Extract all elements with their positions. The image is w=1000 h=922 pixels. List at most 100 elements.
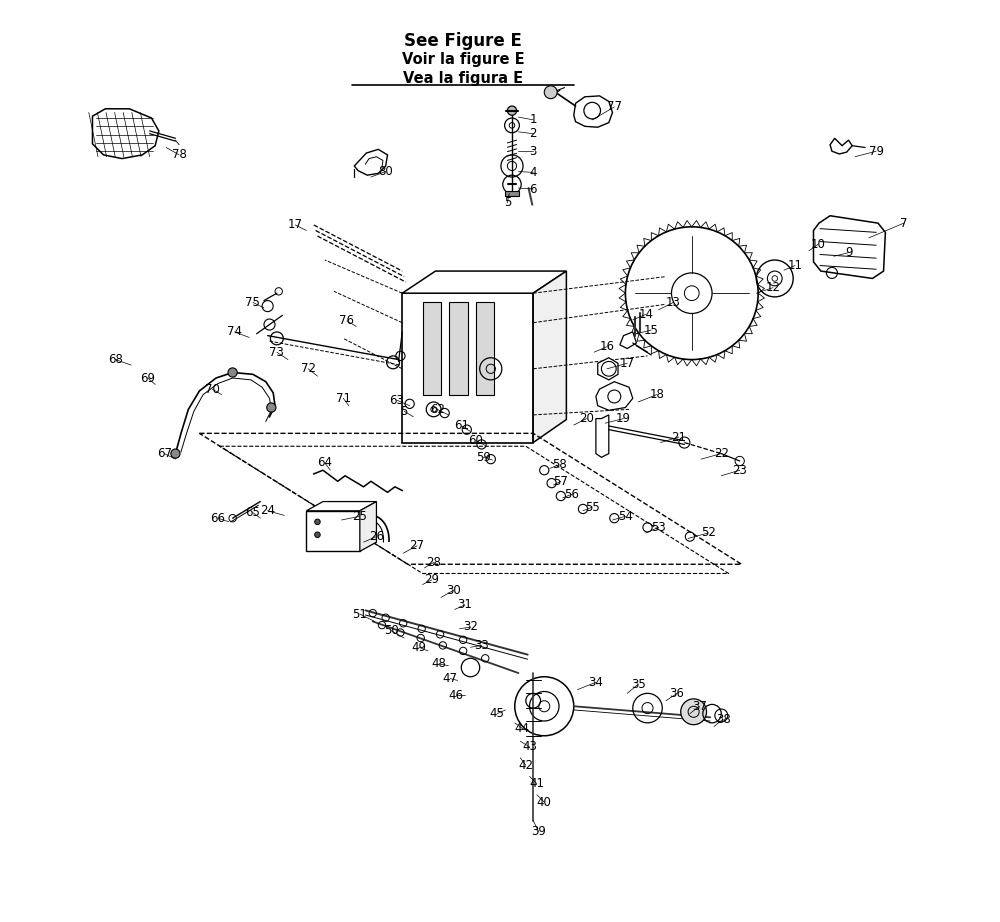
Text: 4: 4 [529,166,537,179]
Text: 54: 54 [618,510,633,523]
Text: 55: 55 [585,501,600,514]
Text: 10: 10 [811,238,826,251]
Text: 66: 66 [210,512,225,525]
Text: 38: 38 [716,713,730,726]
Text: 58: 58 [552,458,566,471]
Text: 67: 67 [157,447,172,460]
Text: 41: 41 [529,777,544,790]
Text: 22: 22 [714,447,729,460]
Polygon shape [306,502,376,511]
Text: 31: 31 [458,598,472,611]
Text: 9: 9 [845,246,852,259]
Polygon shape [533,271,566,443]
Text: 75: 75 [245,296,260,309]
Text: 30: 30 [447,584,461,597]
Circle shape [507,106,517,115]
Polygon shape [354,149,388,175]
Text: 73: 73 [269,346,284,359]
Text: 44: 44 [515,722,530,735]
Circle shape [228,368,237,377]
Circle shape [171,449,180,458]
Text: 14: 14 [638,308,653,321]
Text: 21: 21 [671,431,686,443]
Text: 60: 60 [469,434,483,447]
Text: 74: 74 [227,325,242,338]
Circle shape [681,699,707,725]
Polygon shape [596,382,633,410]
Text: 61: 61 [454,420,469,432]
Text: 16: 16 [599,340,614,353]
Text: 46: 46 [448,689,463,702]
Circle shape [544,86,557,99]
Polygon shape [598,358,618,380]
Text: 35: 35 [631,678,646,691]
Text: 17: 17 [288,219,303,231]
Polygon shape [360,502,376,551]
Polygon shape [476,302,494,395]
Text: 23: 23 [732,464,747,477]
Text: 1: 1 [529,113,537,126]
Text: 52: 52 [701,526,716,539]
Text: 70: 70 [205,383,220,396]
Text: 53: 53 [651,521,666,534]
Polygon shape [402,293,533,443]
Text: 48: 48 [432,657,447,670]
Text: 13: 13 [666,296,681,309]
Text: 36: 36 [670,687,684,700]
Text: 18: 18 [649,388,664,401]
Text: 59: 59 [476,451,491,464]
Text: 56: 56 [564,488,579,501]
Text: 7: 7 [900,217,908,230]
Text: 15: 15 [644,324,659,337]
Text: 6: 6 [529,183,537,195]
Text: 43: 43 [522,740,537,753]
Text: 77: 77 [607,100,622,113]
Text: 33: 33 [474,639,489,652]
Text: 78: 78 [172,148,187,161]
Text: 40: 40 [537,796,552,809]
Polygon shape [574,96,612,127]
Polygon shape [620,332,636,349]
Text: 29: 29 [424,573,439,586]
Polygon shape [423,302,441,395]
Text: 28: 28 [426,556,441,569]
Text: Vea la figura E: Vea la figura E [403,71,523,86]
Circle shape [315,532,320,538]
Text: 47: 47 [443,672,458,685]
Text: 50: 50 [384,624,399,637]
Text: 32: 32 [463,621,478,633]
Text: 2: 2 [529,127,537,140]
Text: 26: 26 [369,530,384,543]
Text: 71: 71 [336,392,351,405]
Text: See Figure E: See Figure E [404,32,522,51]
Text: 27: 27 [410,539,425,552]
Text: 76: 76 [339,314,354,327]
Text: 57: 57 [553,475,568,488]
Text: 62: 62 [430,403,445,416]
Text: Voir la figure E: Voir la figure E [402,53,524,67]
Text: 69: 69 [140,372,155,384]
Text: 72: 72 [301,362,316,375]
Text: 34: 34 [588,676,603,689]
Text: 65: 65 [245,506,260,519]
Text: 11: 11 [788,259,803,272]
Text: 79: 79 [869,145,884,158]
Polygon shape [449,302,468,395]
Polygon shape [830,138,852,154]
Polygon shape [813,216,885,278]
Text: 64: 64 [317,456,332,469]
Text: 42: 42 [518,759,533,772]
Text: 20: 20 [579,412,594,425]
Text: 37: 37 [692,700,707,713]
Text: 17: 17 [620,357,635,370]
Text: 5: 5 [504,196,511,209]
Text: 39: 39 [531,825,546,838]
Text: 49: 49 [411,641,426,654]
Text: 12: 12 [765,281,780,294]
Text: 45: 45 [490,707,505,720]
Text: 68: 68 [108,353,123,366]
Text: 24: 24 [260,504,275,517]
Text: 19: 19 [616,412,631,425]
Polygon shape [505,191,519,196]
Polygon shape [596,415,609,457]
